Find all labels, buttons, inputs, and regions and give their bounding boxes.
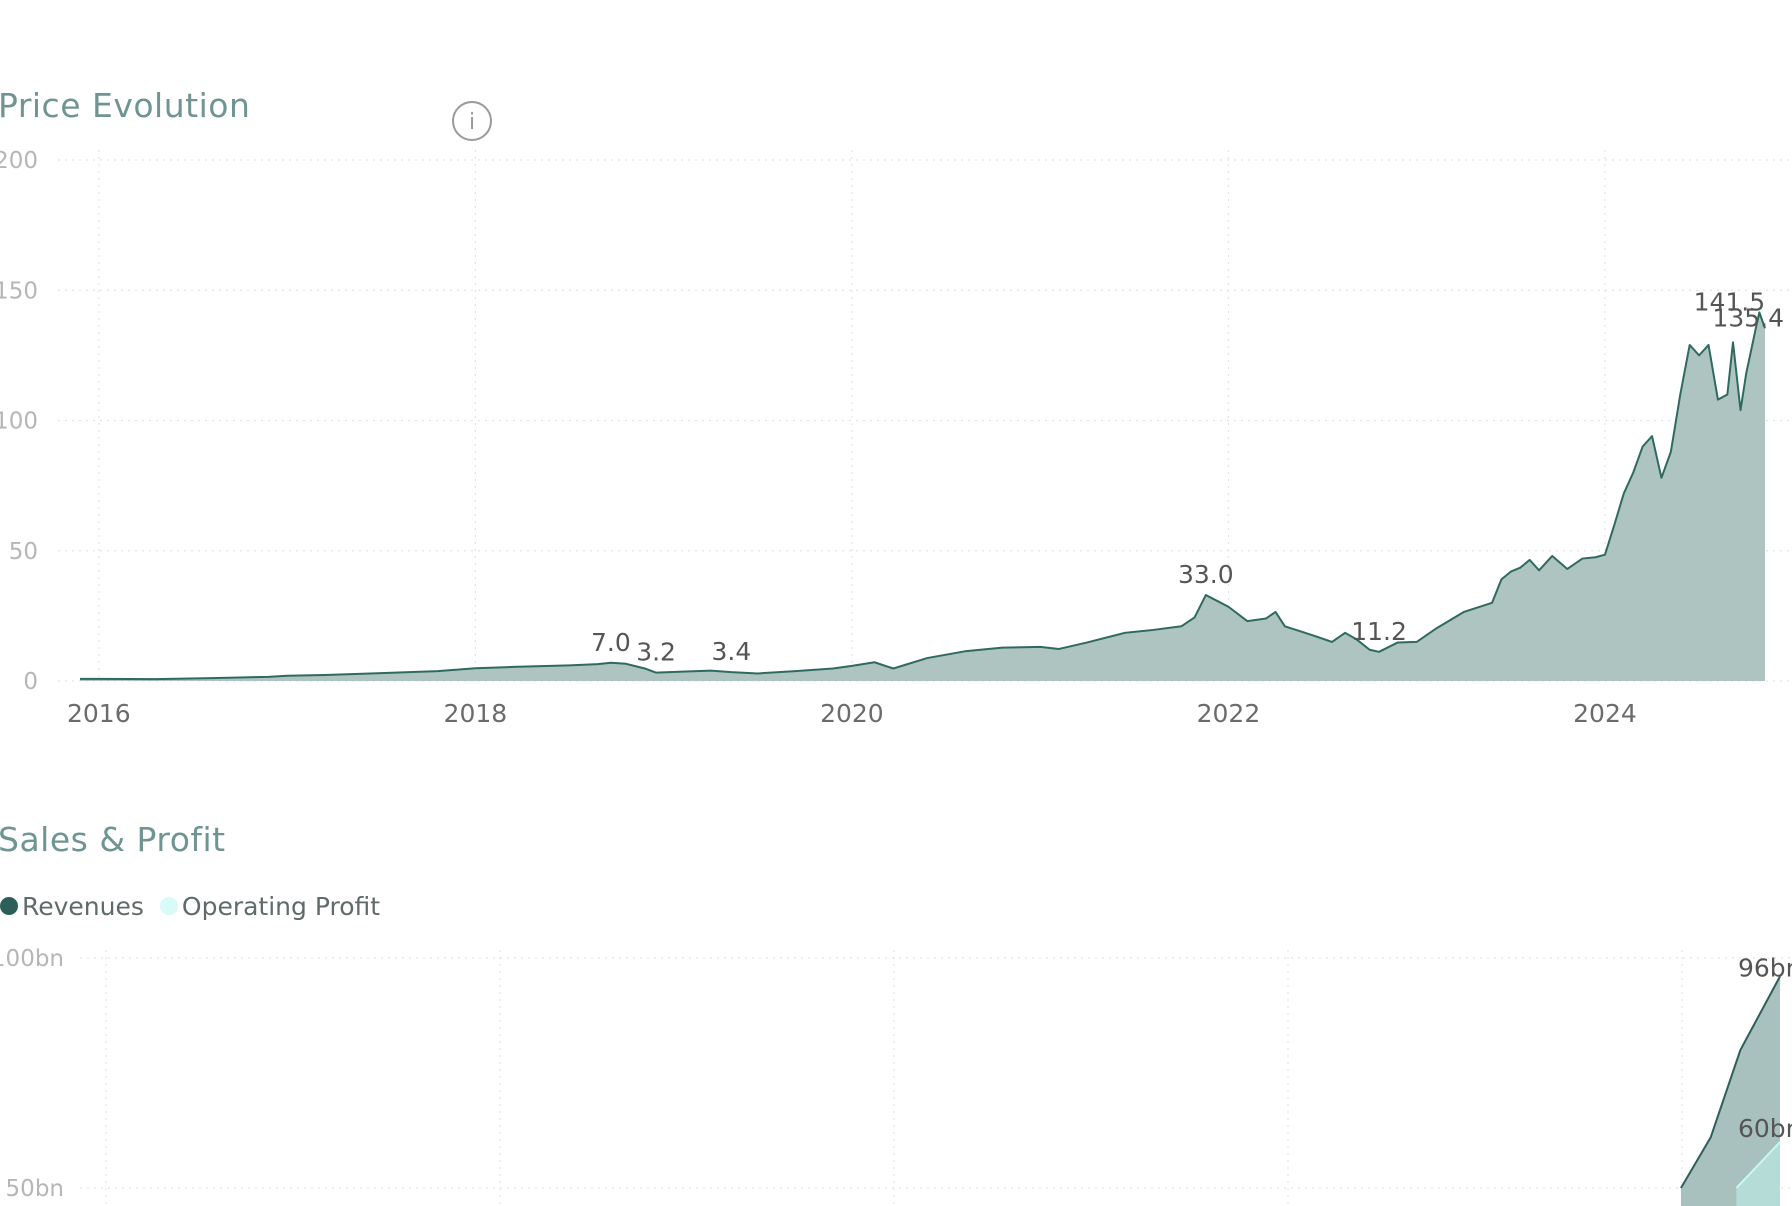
sales-chart-title: Sales & Profit bbox=[0, 820, 226, 859]
price-chart: 200 150 100 50 0 2016 2018 2020 2022 2024 7.0 3.2… bbox=[0, 148, 1792, 728]
legend-item-operating-profit[interactable]: Operating Profit bbox=[159, 891, 381, 921]
price-area-fill bbox=[80, 312, 1765, 681]
price-data-label: 141.5 bbox=[1694, 287, 1766, 316]
price-x-tick-label: 2018 bbox=[444, 699, 508, 728]
price-data-label: 135.4 bbox=[1712, 303, 1784, 332]
price-y-tick-label: 0 bbox=[23, 669, 38, 695]
info-icon[interactable]: i bbox=[452, 101, 492, 141]
price-data-label: 11.2 bbox=[1351, 617, 1407, 646]
sales-legend: Revenues Operating Profit bbox=[0, 888, 396, 924]
sales-chart: 100bn 50bn 96bn 60bn bbox=[0, 946, 1792, 1206]
price-y-tick-label: 200 bbox=[0, 148, 38, 174]
legend-marker-operating-profit bbox=[159, 897, 178, 915]
price-chart-title: Price Evolution bbox=[0, 86, 251, 125]
sales-line-operating-profit bbox=[1735, 1141, 1781, 1189]
sales-y-tick-label: 50bn bbox=[6, 1176, 64, 1202]
sales-line-revenues bbox=[1680, 975, 1781, 1189]
price-y-tick-label: 150 bbox=[0, 278, 38, 304]
price-data-label: 33.0 bbox=[1178, 560, 1234, 589]
legend-item-revenues[interactable]: Revenues bbox=[0, 892, 144, 921]
price-x-tick-label: 2024 bbox=[1573, 699, 1637, 728]
sales-area-revenues bbox=[1680, 976, 1780, 1206]
price-y-tick-label: 100 bbox=[0, 409, 38, 435]
sales-y-tick-label: 100bn bbox=[0, 946, 64, 972]
sales-end-label-operating-profit: 60bn bbox=[1738, 1114, 1792, 1143]
price-line bbox=[80, 311, 1766, 681]
price-x-tick-label: 2020 bbox=[820, 699, 884, 728]
svg-text:i: i bbox=[469, 110, 475, 135]
legend-label-operating-profit: Operating Profit bbox=[181, 891, 381, 921]
price-y-tick-label: 50 bbox=[9, 539, 38, 565]
sales-end-label-revenues: 96bn bbox=[1738, 953, 1792, 982]
price-data-label: 7.0 bbox=[591, 628, 631, 657]
price-x-tick-label: 2022 bbox=[1197, 699, 1261, 728]
sales-area-operating-profit bbox=[1736, 1142, 1780, 1206]
legend-label-revenues: Revenues bbox=[22, 891, 144, 921]
price-data-label: 3.2 bbox=[636, 638, 676, 667]
price-x-tick-label: 2016 bbox=[67, 699, 131, 728]
price-data-label: 3.4 bbox=[712, 637, 752, 666]
legend-marker-revenues bbox=[0, 897, 18, 915]
